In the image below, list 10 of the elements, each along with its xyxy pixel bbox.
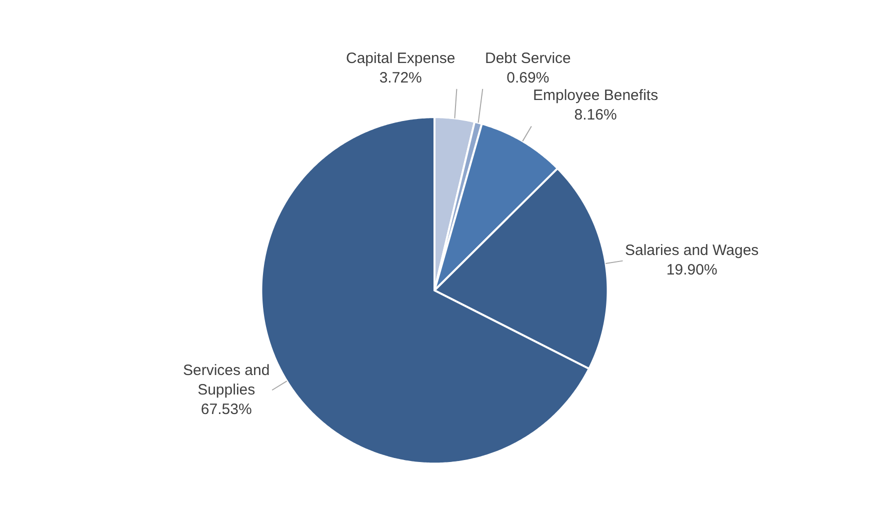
slice-label: Employee Benefits <box>533 87 658 104</box>
data-label: 67.53% <box>200 401 252 418</box>
data-label: 8.16% <box>574 106 617 124</box>
slice-label: Salaries and Wages <box>625 242 759 259</box>
data-label: 19.90% <box>666 262 718 278</box>
data-label: 3.72% <box>379 70 422 86</box>
data-label: 0.69% <box>506 70 550 86</box>
slice-label: Services and Supplies <box>183 362 270 398</box>
slice-label: Capital Expense <box>346 50 456 67</box>
slice-label: Debt Service <box>485 50 571 67</box>
